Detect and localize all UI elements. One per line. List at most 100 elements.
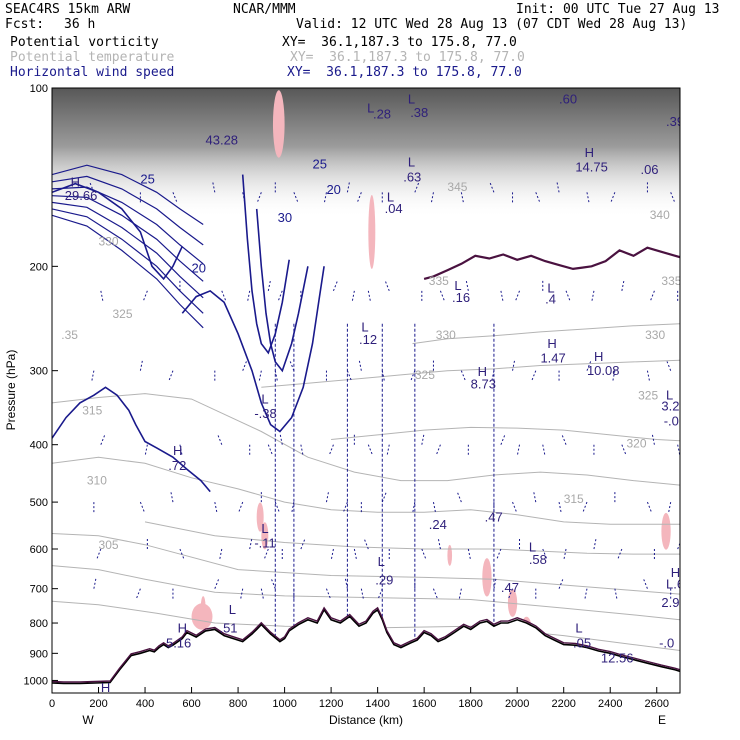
wind-vector [563, 548, 567, 560]
wind-vector [414, 182, 420, 193]
extremum-label: 8.73 [471, 377, 496, 392]
wind-vector [542, 444, 546, 455]
wind-vector [558, 578, 564, 589]
wind-vector [217, 434, 223, 445]
extremum-label: H [478, 364, 487, 379]
x-tick-label: 400 [136, 698, 154, 710]
extremum-label: .12 [359, 332, 377, 347]
x-tick-label: 800 [229, 698, 247, 710]
wind-vector [351, 290, 355, 301]
potential-temperature-lines [52, 323, 680, 651]
y-tick-label: 900 [30, 648, 48, 660]
extremum-label: .06 [640, 162, 658, 177]
wind-vector [172, 192, 178, 203]
isentrope-line [261, 359, 680, 388]
wind-vector [256, 192, 262, 203]
wind-vector [465, 280, 469, 291]
extremum-label: 2.93 [661, 595, 686, 610]
wind-speed-contour [52, 175, 204, 246]
wind-vector [332, 280, 338, 292]
y-tick-label: 600 [30, 544, 48, 556]
wind-vector [330, 548, 334, 560]
legend-pv-xy: XY= 36.1,187.3 to 175.8, 77.0 [282, 35, 517, 50]
wind-vector [323, 192, 327, 203]
isentrope-line [52, 533, 680, 595]
extremum-label: .38 [410, 105, 428, 120]
wind-speed-contour [52, 195, 204, 282]
wind-vector [367, 290, 371, 301]
extremum-label: L [666, 388, 673, 403]
wind-vector [247, 290, 251, 301]
extremum-label: .24 [429, 517, 447, 532]
extremum-label: H [173, 443, 182, 458]
org-label: NCAR/MMM [233, 2, 296, 17]
wind-vector [144, 444, 148, 455]
wind-vector [668, 502, 672, 513]
wind-vector [512, 501, 517, 513]
extremum-label: .58 [529, 552, 547, 567]
wind-contour-label: 20 [192, 260, 206, 275]
wind-vector [353, 548, 357, 560]
x-tick-label: 1000 [272, 698, 296, 710]
legend-wind-label: Horizontal wind speed [10, 65, 175, 80]
x-tick-label: 1800 [458, 698, 482, 710]
isentrope-label: 315 [82, 403, 102, 417]
isentrope-label: 325 [112, 307, 132, 321]
wind-vector [300, 444, 304, 455]
x-tick-label: 0 [49, 698, 55, 710]
extremum-label: .60 [559, 92, 577, 107]
pv-negative-patch [256, 502, 264, 532]
extremum-label: L [408, 92, 415, 107]
legend-wind-xy: XY= 36.1,187.3 to 175.8, 77.0 [287, 65, 522, 80]
pv-negative-patch [368, 194, 376, 269]
isentrope-label: 340 [650, 208, 670, 222]
forecast-value: 36 h [64, 17, 96, 32]
extremum-label: .72 [168, 458, 186, 473]
x-tick-label: 1200 [319, 698, 343, 710]
extremum-label: L [575, 621, 582, 636]
isentrope-label: 325 [415, 368, 435, 382]
wind-vector [293, 192, 299, 203]
extremum-label: L [229, 602, 236, 617]
wind-vector [270, 578, 276, 589]
wind-vector [300, 538, 306, 550]
wind-vector [621, 444, 627, 455]
extremum-label: .51 [219, 621, 237, 636]
extremum-label: H [547, 336, 556, 351]
y-tick-label: 400 [30, 440, 48, 452]
wind-vector [432, 588, 438, 599]
wind-vector [584, 588, 588, 599]
extremum-label: H [101, 680, 110, 695]
x-tick-label: 200 [89, 698, 107, 710]
wind-vector [515, 290, 520, 302]
x-tick-label: 600 [182, 698, 200, 710]
wind-vector [517, 444, 521, 455]
extremum-label: .04 [385, 201, 403, 216]
wind-vector [260, 588, 264, 599]
extremum-label: H [585, 145, 594, 160]
extremum-label: L [529, 539, 536, 554]
wind-vector [381, 491, 387, 503]
extremum-label: 3.2 [661, 399, 679, 414]
wind-speed-contour [52, 186, 204, 265]
legend-pv-label: Potential vorticity [10, 35, 159, 50]
wind-vector [535, 192, 541, 203]
x-tick-label: 2200 [551, 698, 575, 710]
wind-speed-contour [52, 214, 204, 329]
pv-negative-patch [661, 512, 671, 550]
wind-contour-label: 20 [326, 182, 340, 197]
wind-vector [651, 434, 655, 445]
extremum-label: .63 [403, 169, 421, 184]
wind-vector [512, 360, 516, 371]
isentrope-label: 325 [638, 389, 658, 403]
wind-vector [289, 360, 295, 371]
isentrope-label: 335 [661, 274, 681, 288]
wind-vector [556, 182, 560, 193]
wind-vector [168, 370, 174, 381]
wind-vector [179, 444, 183, 455]
extremum-label: .05 [573, 636, 591, 651]
x-tick-label: 1400 [365, 698, 389, 710]
wind-contour-label: 30 [278, 210, 292, 225]
x-axis-title: Distance (km) [329, 713, 403, 727]
